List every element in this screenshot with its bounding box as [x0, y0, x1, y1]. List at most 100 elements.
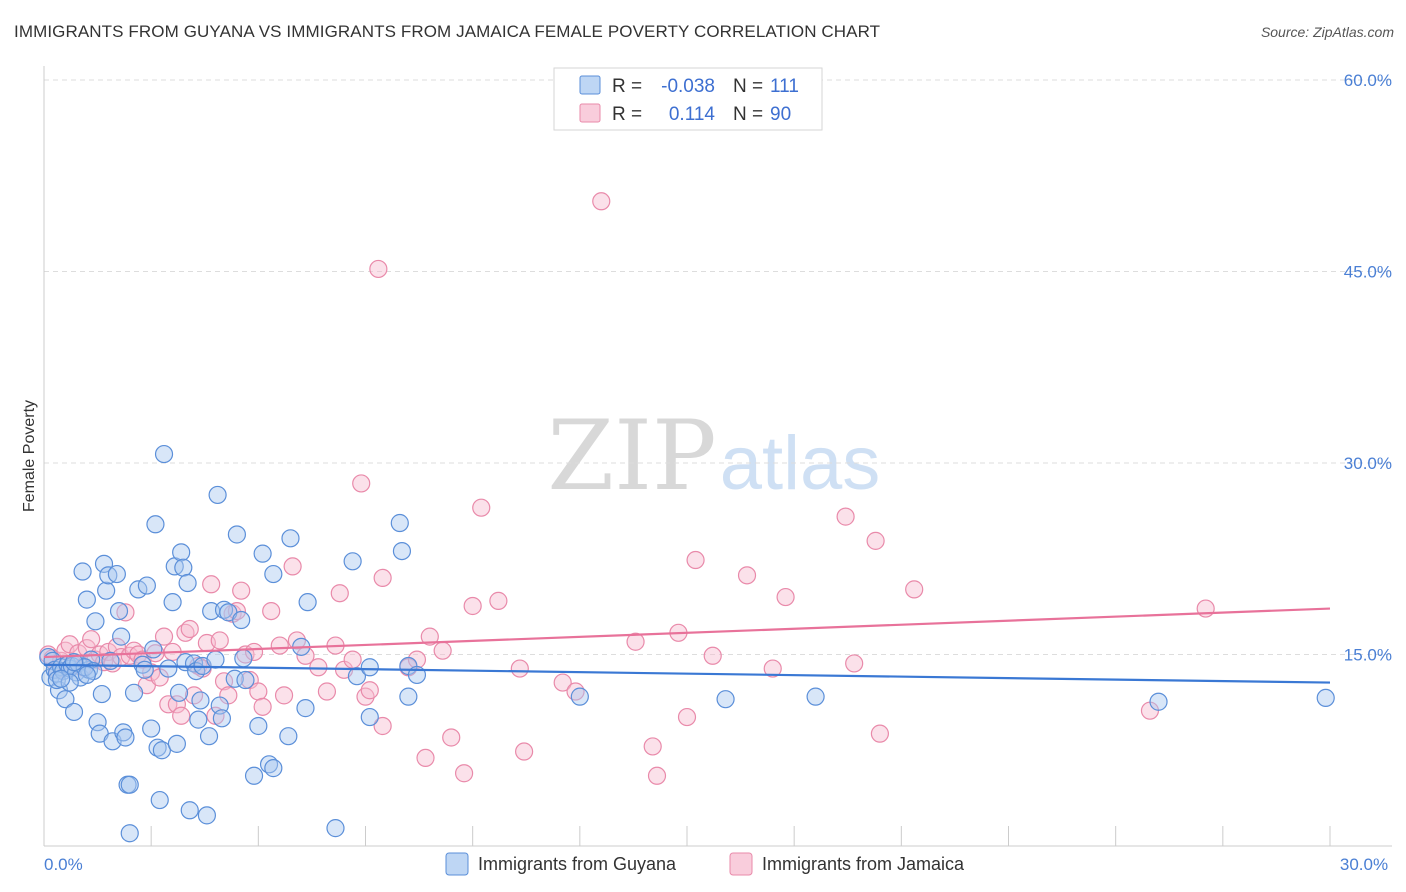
legend-r-value-guyana: -0.038 [661, 76, 715, 97]
data-point-jamaica [686, 550, 705, 570]
data-point-jamaica [454, 764, 474, 783]
data-point-jamaica [253, 697, 272, 716]
data-point-guyana [174, 558, 193, 577]
y-tick-label: 15.0% [1344, 646, 1392, 665]
data-point-guyana [163, 593, 182, 612]
data-point-guyana [347, 667, 367, 686]
data-point-guyana [227, 525, 246, 544]
data-point-jamaica [442, 728, 461, 747]
data-point-guyana [73, 562, 92, 581]
data-point-guyana [77, 590, 96, 609]
data-point-guyana [298, 593, 317, 612]
data-point-guyana [107, 564, 126, 584]
data-point-guyana [281, 529, 300, 548]
data-point-jamaica [515, 742, 534, 761]
data-point-jamaica [167, 695, 186, 714]
data-point-guyana [109, 601, 129, 621]
data-point-guyana [167, 734, 186, 753]
data-point-guyana [1316, 688, 1335, 708]
data-point-guyana [360, 707, 379, 727]
data-point-guyana [94, 554, 114, 573]
data-point-guyana [244, 766, 264, 785]
data-point-guyana [159, 659, 178, 678]
data-point-guyana [253, 544, 272, 563]
legend-n-value-guyana: 111 [770, 76, 799, 97]
data-point-jamaica [202, 575, 221, 594]
bottom-legend-swatch-jamaica [729, 852, 753, 876]
data-point-jamaica [172, 706, 191, 725]
data-point-guyana [135, 660, 154, 679]
watermark: ZIP atlas [547, 400, 880, 512]
data-point-guyana [172, 543, 191, 562]
data-point-jamaica [836, 507, 855, 526]
data-point-guyana [144, 640, 163, 659]
data-point-guyana [1149, 692, 1168, 711]
data-point-guyana [64, 653, 84, 672]
y-tick-label: 30.0% [1344, 454, 1392, 473]
data-point-guyana [97, 581, 116, 600]
legend-r-label-jamaica: R = [612, 104, 642, 125]
data-point-guyana [206, 650, 225, 669]
data-point-guyana [124, 683, 144, 702]
tick-labels: 15.0% 30.0% 45.0% 60.0% 0.0% 30.0% [44, 71, 1392, 874]
data-point-guyana [232, 610, 251, 630]
data-point-jamaica [905, 580, 924, 599]
data-point-guyana [279, 727, 298, 746]
data-point-guyana [236, 670, 255, 690]
data-point-jamaica [737, 566, 757, 585]
y-axis-label: Female Poverty [21, 400, 38, 512]
data-point-jamaica [283, 557, 302, 576]
series-jamaica [39, 192, 1215, 785]
data-point-jamaica [776, 587, 795, 607]
data-point-guyana [116, 728, 135, 747]
data-point-guyana [146, 515, 165, 534]
trend-line-guyana [43, 663, 1331, 684]
data-point-guyana [88, 713, 107, 732]
data-point-jamaica [643, 737, 662, 756]
data-point-jamaica [626, 632, 645, 651]
data-point-guyana [120, 775, 139, 794]
source-label: Source: ZipAtlas.com [1260, 24, 1394, 40]
data-point-jamaica [232, 581, 251, 600]
legend-r-label-guyana: R = [612, 76, 642, 97]
data-point-jamaica [373, 716, 392, 736]
data-point-guyana [56, 690, 75, 709]
data-point-guyana [360, 658, 379, 677]
data-point-jamaica [373, 568, 392, 588]
axes [43, 66, 1392, 847]
data-point-jamaica [647, 766, 667, 785]
data-point-jamaica [352, 474, 371, 493]
data-point-guyana [154, 444, 174, 464]
watermark-zip: ZIP [547, 400, 716, 512]
legend-swatch-jamaica [579, 103, 601, 123]
data-point-jamaica [592, 192, 611, 211]
data-point-jamaica [553, 673, 572, 692]
data-point-guyana [191, 691, 210, 710]
data-point-guyana [152, 741, 171, 760]
grid [44, 79, 1392, 655]
bottom-legend-label-guyana: Immigrants from Guyana [478, 854, 677, 874]
data-point-jamaica [317, 682, 337, 701]
data-point-guyana [199, 727, 219, 746]
y-tick-label: 45.0% [1344, 263, 1392, 282]
data-point-jamaica [309, 658, 328, 677]
data-point-guyana [249, 716, 268, 736]
data-point-guyana [296, 699, 315, 718]
data-point-guyana [137, 576, 156, 595]
data-point-guyana [570, 687, 589, 706]
data-point-jamaica [270, 636, 289, 655]
data-point-jamaica [244, 642, 264, 662]
data-point-guyana [178, 573, 197, 593]
data-point-guyana [120, 824, 139, 843]
data-point-guyana [52, 669, 71, 688]
legend-swatch-guyana [579, 75, 601, 95]
bottom-legend-swatch-guyana [445, 852, 469, 876]
legend-n-value-jamaica: 90 [770, 104, 791, 125]
data-point-jamaica [116, 603, 135, 622]
data-point-guyana [264, 759, 283, 778]
chart-title: IMMIGRANTS FROM GUYANA VS IMMIGRANTS FRO… [14, 22, 881, 41]
legend-r-value-jamaica: 0.114 [669, 104, 716, 125]
data-point-guyana [392, 541, 412, 561]
data-point-jamaica [472, 498, 491, 517]
